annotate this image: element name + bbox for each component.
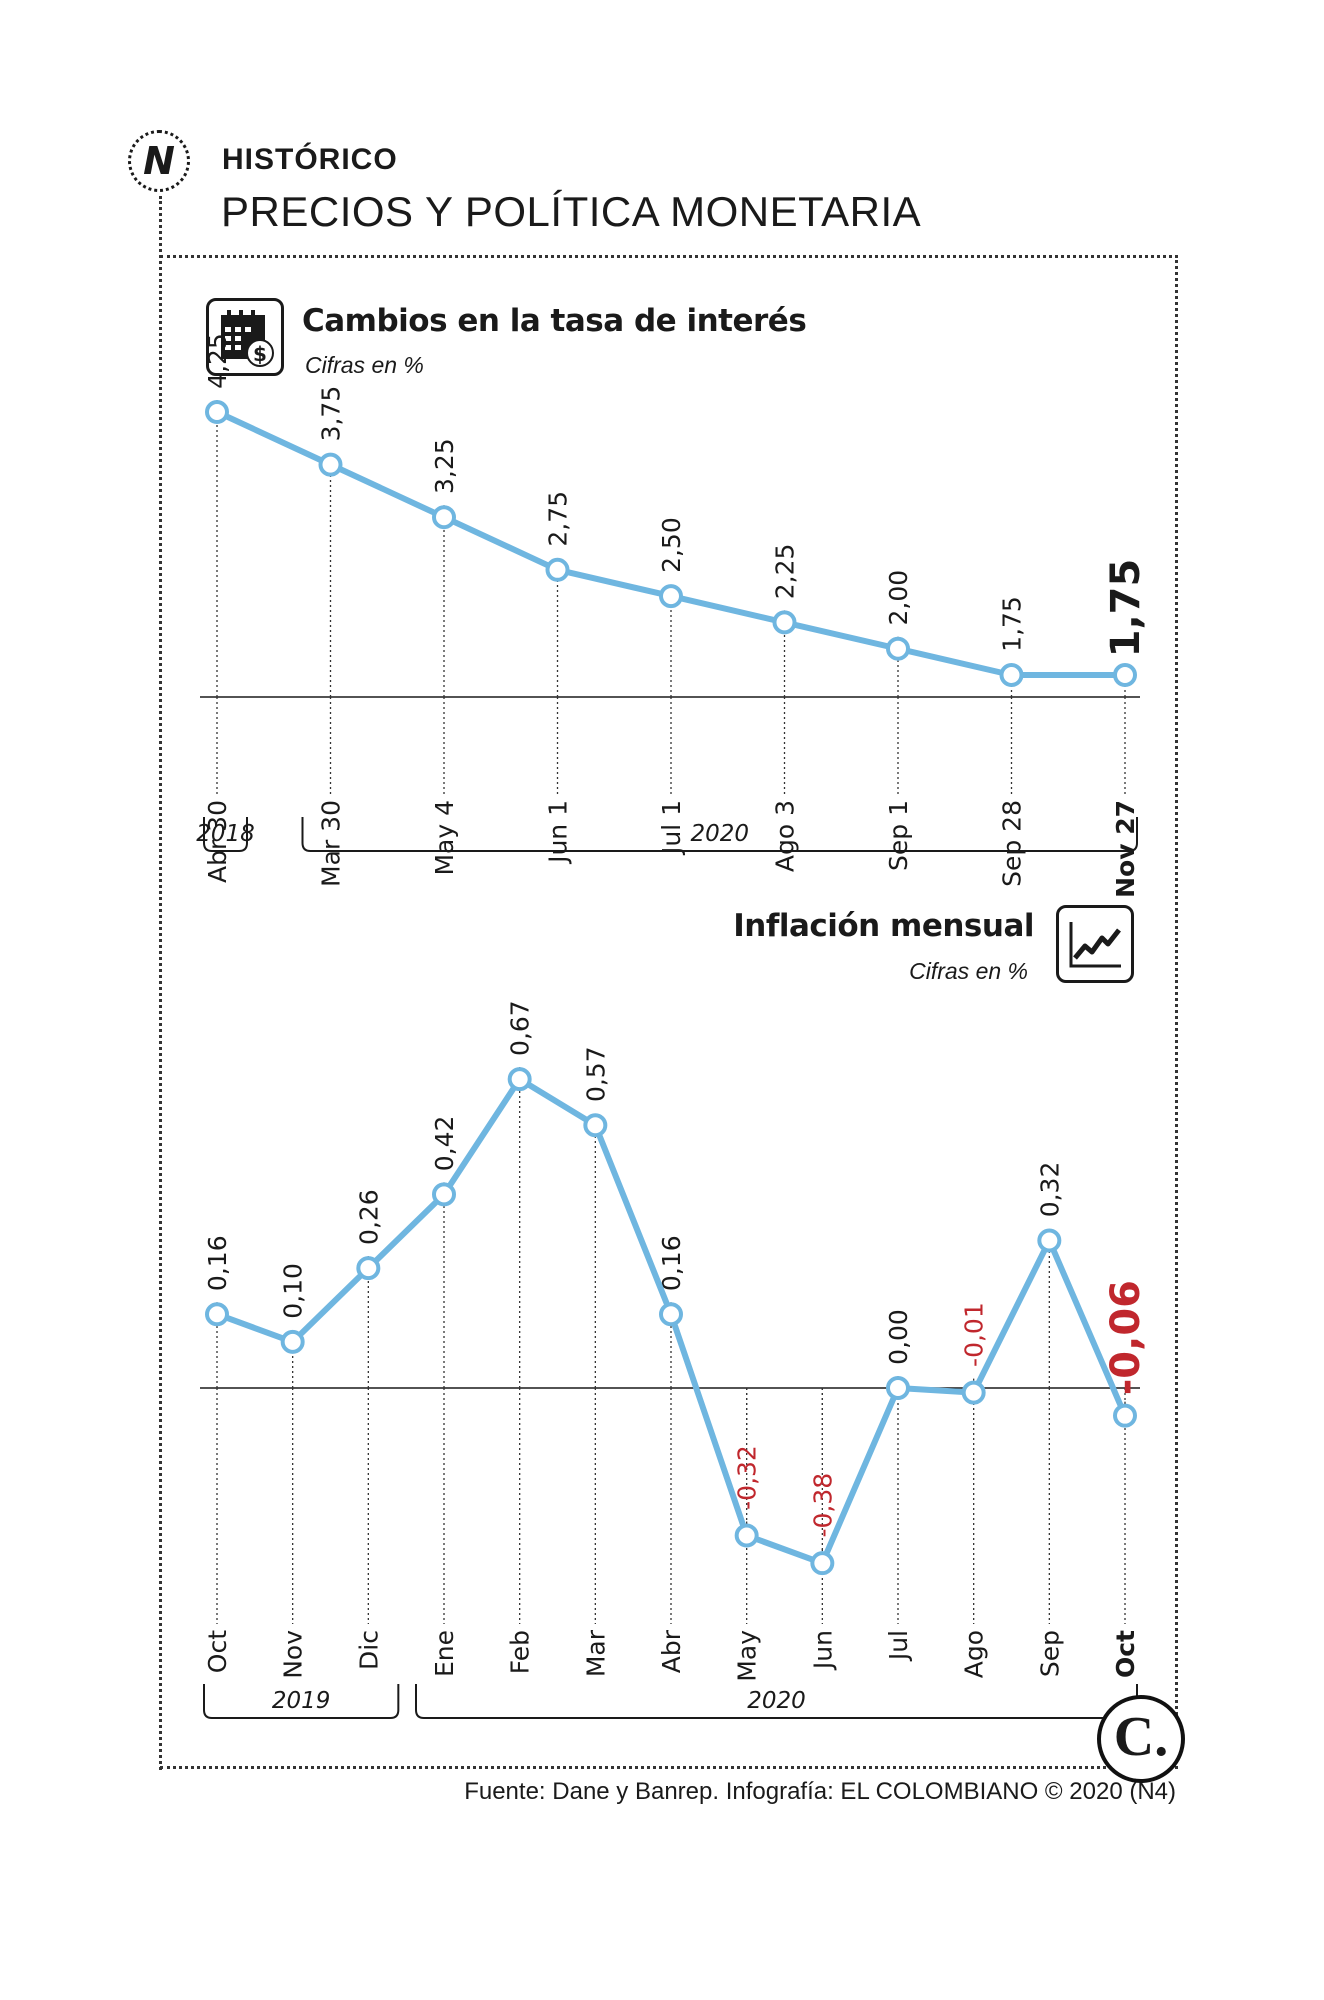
chart0-year-label: 2018: [196, 821, 255, 847]
chart0-category-label: Mar 30: [317, 800, 346, 887]
chart0-data-label: 1,75: [998, 596, 1027, 652]
chart1-data-label: 0,32: [1035, 1162, 1064, 1218]
chart1-data-label: 0,42: [430, 1116, 459, 1172]
chart0-data-label: 4,25: [203, 333, 232, 389]
chart0-data-point: [659, 584, 683, 609]
chart1-data-label: -0,01: [960, 1302, 989, 1367]
chart0-data-point: [1113, 663, 1137, 687]
chart0-category-label: Jun 1: [544, 800, 573, 865]
chart1-year-label: 2020: [747, 1688, 806, 1714]
trend-line-icon: [1056, 905, 1134, 983]
chart0-data-point: [545, 557, 570, 582]
chart1-category-label: Oct: [1111, 1630, 1140, 1678]
chart1-category-label: Oct: [203, 1630, 232, 1673]
chart0-data-point: [205, 400, 229, 424]
chart-frame: [160, 255, 1178, 1769]
chart1-data-point: [280, 1329, 305, 1354]
chart1-data-point: [205, 1302, 229, 1327]
publisher-badge-icon: C.: [1097, 1695, 1185, 1783]
chart1-category-label: Jul: [884, 1630, 913, 1662]
chart1-category-label: Mar: [581, 1629, 610, 1677]
chart1-category-label: Feb: [506, 1630, 535, 1674]
chart0-category-label: Abr 30: [203, 800, 232, 883]
chart0-year-label: 2020: [690, 821, 749, 847]
badge-letter: C.: [1113, 1706, 1169, 1768]
chart0-year-bracket: [301, 817, 1138, 852]
chart1-data-label: 0,16: [657, 1235, 686, 1291]
frame-left-border: [159, 196, 162, 1770]
interest-chart-subtitle: Cifras en %: [305, 352, 424, 378]
chart0-data-label: 2,75: [544, 491, 573, 547]
chart1-data-label: -0,38: [808, 1473, 837, 1538]
chart1-data-label: 0,57: [581, 1046, 610, 1102]
chart1-data-point: [432, 1182, 456, 1207]
chart0-category-label: Jul 1: [657, 800, 686, 856]
chart0-year-bracket: [203, 817, 248, 852]
chart1-category-label: May: [733, 1630, 762, 1682]
chart1-data-label: -0,32: [733, 1445, 762, 1510]
calendar-dollar-icon: $: [206, 298, 284, 376]
chart1-category-label: Dic: [354, 1630, 383, 1670]
chart0-data-label: 2,50: [657, 517, 686, 573]
chart0-data-point: [772, 610, 797, 635]
chart0-category-label: Sep 28: [998, 800, 1027, 887]
chart1-data-label: 0,16: [203, 1235, 232, 1291]
svg-text:$: $: [253, 342, 267, 366]
chart1-data-point: [734, 1523, 759, 1548]
chart1-data-label: 0,00: [884, 1309, 913, 1365]
chart1-data-label: 0,67: [506, 1000, 535, 1056]
chart1-category-label: Nov: [279, 1630, 308, 1679]
chart0-data-label: 2,00: [884, 570, 913, 626]
chart0-data-point: [432, 505, 456, 530]
chart1-year-bracket: [203, 1684, 400, 1719]
chart1-category-label: Sep: [1035, 1630, 1064, 1677]
chart1-category-label: Ago: [960, 1630, 989, 1678]
chart0-data-label: 2,25: [771, 544, 800, 600]
chart0-category-label: Ago 3: [771, 800, 800, 872]
chart1-category-label: Abr: [657, 1629, 686, 1673]
page-title: PRECIOS Y POLÍTICA MONETARIA: [221, 188, 922, 235]
chart1-data-point: [507, 1067, 532, 1092]
chart1-data-point: [356, 1256, 381, 1281]
chart1-data-point: [810, 1551, 835, 1576]
chart1-data-point: [961, 1380, 986, 1405]
section-kicker: HISTÓRICO: [222, 143, 398, 176]
interest-chart-title: Cambios en la tasa de interés: [302, 303, 807, 339]
source-note: Fuente: Dane y Banrep. Infografía: EL CO…: [464, 1778, 1176, 1805]
chart1-data-label: 0,26: [354, 1189, 383, 1245]
chart0-data-label: 1,75: [1103, 559, 1149, 658]
chart1-data-point: [659, 1302, 683, 1327]
chart1-category-label: Jun: [808, 1630, 837, 1671]
chart1-data-point: [886, 1376, 910, 1400]
chart0-data-point: [318, 452, 343, 477]
chart0-data-label: 3,25: [430, 438, 459, 494]
chart0-data-label: 3,75: [317, 386, 346, 442]
inflation-chart-subtitle: Cifras en %: [909, 958, 1028, 984]
chart1-year-label: 2019: [272, 1688, 331, 1714]
chart1-category-label: Ene: [430, 1630, 459, 1677]
chart0-category-label: Sep 1: [884, 800, 913, 871]
chart0-data-point: [999, 663, 1024, 687]
logo-letter: N: [143, 139, 175, 183]
chart0-data-point: [886, 636, 910, 661]
chart0-category-label: May 4: [430, 800, 459, 876]
chart1-data-point: [1037, 1228, 1062, 1253]
chart1-data-label: 0,10: [279, 1263, 308, 1319]
chart1-data-point: [583, 1113, 608, 1138]
chart1-data-point: [1113, 1403, 1137, 1428]
inflation-chart-title: Inflación mensual: [733, 908, 1034, 944]
brand-logo-icon: N: [128, 130, 190, 192]
